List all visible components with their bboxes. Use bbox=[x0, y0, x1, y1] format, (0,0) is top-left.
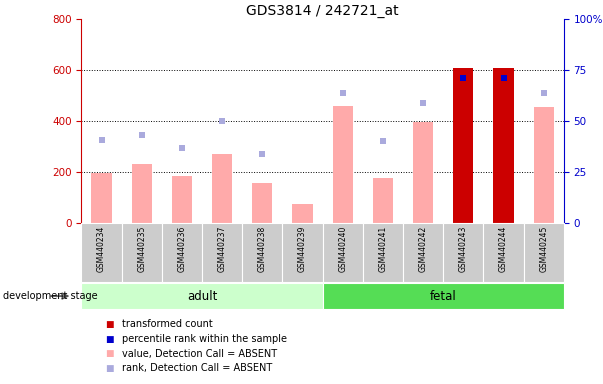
Text: GSM440238: GSM440238 bbox=[258, 226, 267, 272]
Text: GSM440241: GSM440241 bbox=[379, 226, 387, 272]
Bar bbox=[81, 223, 122, 282]
Bar bbox=[92, 173, 112, 223]
Text: GSM440235: GSM440235 bbox=[137, 226, 146, 272]
Bar bbox=[363, 223, 403, 282]
Bar bbox=[484, 223, 523, 282]
Text: adult: adult bbox=[187, 290, 217, 303]
Title: GDS3814 / 242721_at: GDS3814 / 242721_at bbox=[246, 4, 399, 18]
Bar bbox=[453, 68, 473, 223]
Text: GSM440234: GSM440234 bbox=[97, 226, 106, 272]
Text: percentile rank within the sample: percentile rank within the sample bbox=[122, 334, 288, 344]
Text: GSM440240: GSM440240 bbox=[338, 226, 347, 272]
Bar bbox=[252, 183, 273, 223]
Text: GSM440243: GSM440243 bbox=[459, 226, 468, 272]
Text: ■: ■ bbox=[106, 349, 114, 358]
Text: transformed count: transformed count bbox=[122, 319, 213, 329]
Bar bbox=[413, 122, 433, 223]
Text: ■: ■ bbox=[106, 364, 114, 373]
Bar bbox=[131, 164, 152, 223]
Bar bbox=[403, 223, 443, 282]
Bar bbox=[523, 223, 564, 282]
Bar bbox=[122, 223, 162, 282]
Text: development stage: development stage bbox=[3, 291, 98, 301]
Text: fetal: fetal bbox=[430, 290, 456, 303]
Text: rank, Detection Call = ABSENT: rank, Detection Call = ABSENT bbox=[122, 363, 273, 373]
Text: GSM440245: GSM440245 bbox=[539, 226, 548, 272]
Bar bbox=[373, 178, 393, 223]
Bar bbox=[172, 175, 192, 223]
Bar bbox=[212, 154, 232, 223]
Bar bbox=[443, 223, 484, 282]
Bar bbox=[162, 223, 202, 282]
Text: GSM440239: GSM440239 bbox=[298, 226, 307, 272]
Bar bbox=[242, 223, 282, 282]
Text: value, Detection Call = ABSENT: value, Detection Call = ABSENT bbox=[122, 349, 277, 359]
Text: ■: ■ bbox=[106, 334, 114, 344]
Bar bbox=[292, 204, 312, 223]
Bar bbox=[323, 223, 363, 282]
Text: GSM440236: GSM440236 bbox=[177, 226, 186, 272]
Text: GSM440237: GSM440237 bbox=[218, 226, 227, 272]
Bar bbox=[202, 223, 242, 282]
Text: GSM440244: GSM440244 bbox=[499, 226, 508, 272]
Bar bbox=[323, 283, 564, 309]
Text: GSM440242: GSM440242 bbox=[418, 226, 428, 272]
Bar bbox=[282, 223, 323, 282]
Bar bbox=[333, 106, 353, 223]
Bar bbox=[493, 68, 514, 223]
Text: ■: ■ bbox=[106, 320, 114, 329]
Bar bbox=[81, 283, 323, 309]
Bar bbox=[534, 107, 554, 223]
